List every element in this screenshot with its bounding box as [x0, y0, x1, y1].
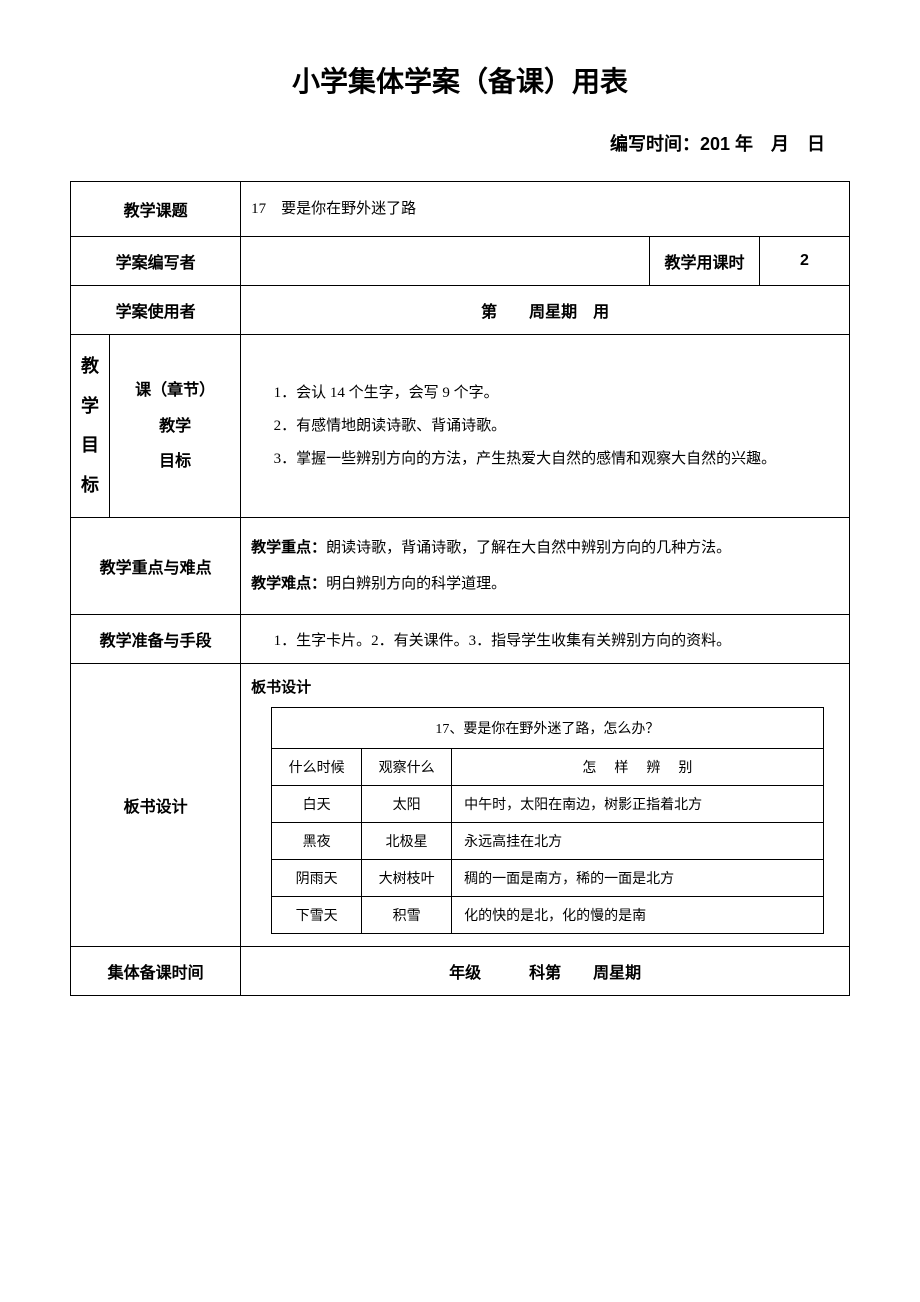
- hours-value: 2: [760, 237, 850, 286]
- board-inner-table: 17、要是你在野外迷了路，怎么办？ 什么时候 观察什么 怎样辨别 白天 太阳 中…: [271, 707, 824, 934]
- table-row: 学案编写者 教学用课时 2: [71, 237, 850, 286]
- emphasis-difficulty-text: 明白辨别方向的科学道理。: [326, 576, 506, 592]
- emphasis-label: 教学重点与难点: [71, 518, 241, 615]
- board-section-label: 板书设计: [251, 676, 839, 697]
- board-observe-0: 太阳: [362, 786, 452, 823]
- board-col-how: 怎样辨别: [452, 749, 824, 786]
- goals-vertical-label: 教学目标: [71, 335, 110, 518]
- emphasis-content: 教学重点：朗读诗歌，背诵诗歌，了解在大自然中辨别方向的几种方法。 教学难点：明白…: [241, 518, 850, 615]
- emphasis-focus-text: 朗读诗歌，背诵诗歌，了解在大自然中辨别方向的几种方法。: [326, 540, 731, 556]
- board-when-3: 下雪天: [272, 897, 362, 934]
- goals-content: 1．会认 14 个生字，会写 9 个字。 2．有感情地朗读诗歌、背诵诗歌。 3．…: [241, 335, 850, 518]
- table-row: 集体备课时间 年级 科第 周星期: [71, 947, 850, 996]
- board-how-1: 永远高挂在北方: [452, 823, 824, 860]
- table-row: 教学重点与难点 教学重点：朗读诗歌，背诵诗歌，了解在大自然中辨别方向的几种方法。…: [71, 518, 850, 615]
- board-row: 下雪天 积雪 化的快的是北，化的慢的是南: [272, 897, 824, 934]
- board-when-2: 阴雨天: [272, 860, 362, 897]
- inner-header-row: 17、要是你在野外迷了路，怎么办？: [272, 708, 824, 749]
- table-row: 板书设计 板书设计 17、要是你在野外迷了路，怎么办？ 什么时候 观察什么 怎样…: [71, 664, 850, 947]
- user-label: 学案使用者: [71, 286, 241, 335]
- goal-item-3: 3．掌握一些辨别方向的方法，产生热爱大自然的感情和观察大自然的兴趣。: [251, 443, 839, 476]
- board-how-3: 化的快的是北，化的慢的是南: [452, 897, 824, 934]
- prepare-label: 教学准备与手段: [71, 615, 241, 664]
- board-how-2: 稠的一面是南方，稀的一面是北方: [452, 860, 824, 897]
- table-row: 学案使用者 第 周星期 用: [71, 286, 850, 335]
- writer-label: 学案编写者: [71, 237, 241, 286]
- board-row: 白天 太阳 中午时，太阳在南边，树影正指着北方: [272, 786, 824, 823]
- board-title: 17、要是你在野外迷了路，怎么办？: [272, 708, 824, 749]
- emphasis-difficulty-label: 教学难点：: [251, 576, 326, 592]
- board-observe-3: 积雪: [362, 897, 452, 934]
- page-title: 小学集体学案（备课）用表: [70, 60, 850, 100]
- prepare-content: 1．生字卡片。2．有关课件。3．指导学生收集有关辨别方向的资料。: [241, 615, 850, 664]
- board-when-1: 黑夜: [272, 823, 362, 860]
- goal-item-1: 1．会认 14 个生字，会写 9 个字。: [251, 377, 839, 410]
- emphasis-focus-label: 教学重点：: [251, 540, 326, 556]
- board-row: 阴雨天 大树枝叶 稠的一面是南方，稀的一面是北方: [272, 860, 824, 897]
- main-form-table: 教学课题 17 要是你在野外迷了路 学案编写者 教学用课时 2 学案使用者 第 …: [70, 181, 850, 996]
- group-time-label: 集体备课时间: [71, 947, 241, 996]
- board-row: 黑夜 北极星 永远高挂在北方: [272, 823, 824, 860]
- board-design-label: 板书设计: [71, 664, 241, 947]
- inner-col-header-row: 什么时候 观察什么 怎样辨别: [272, 749, 824, 786]
- table-row: 教学课题 17 要是你在野外迷了路: [71, 182, 850, 237]
- board-design-content: 板书设计 17、要是你在野外迷了路，怎么办？ 什么时候 观察什么 怎样辨别 白天…: [241, 664, 850, 947]
- goals-chapter-label: 课（章节）教学目标: [110, 335, 241, 518]
- board-observe-1: 北极星: [362, 823, 452, 860]
- group-time-value: 年级 科第 周星期: [241, 947, 850, 996]
- date-line: 编写时间：201 年 月 日: [70, 130, 850, 156]
- board-col-when: 什么时候: [272, 749, 362, 786]
- hours-label: 教学用课时: [650, 237, 760, 286]
- emphasis-difficulty: 教学难点：明白辨别方向的科学道理。: [251, 566, 839, 602]
- subject-value: 17 要是你在野外迷了路: [241, 182, 850, 237]
- goal-item-2: 2．有感情地朗读诗歌、背诵诗歌。: [251, 410, 839, 443]
- board-col-observe: 观察什么: [362, 749, 452, 786]
- subject-label: 教学课题: [71, 182, 241, 237]
- board-how-0: 中午时，太阳在南边，树影正指着北方: [452, 786, 824, 823]
- board-observe-2: 大树枝叶: [362, 860, 452, 897]
- board-when-0: 白天: [272, 786, 362, 823]
- table-row: 教学目标 课（章节）教学目标 1．会认 14 个生字，会写 9 个字。 2．有感…: [71, 335, 850, 518]
- user-week-value: 第 周星期 用: [241, 286, 850, 335]
- emphasis-focus: 教学重点：朗读诗歌，背诵诗歌，了解在大自然中辨别方向的几种方法。: [251, 530, 839, 566]
- writer-value: [241, 237, 650, 286]
- table-row: 教学准备与手段 1．生字卡片。2．有关课件。3．指导学生收集有关辨别方向的资料。: [71, 615, 850, 664]
